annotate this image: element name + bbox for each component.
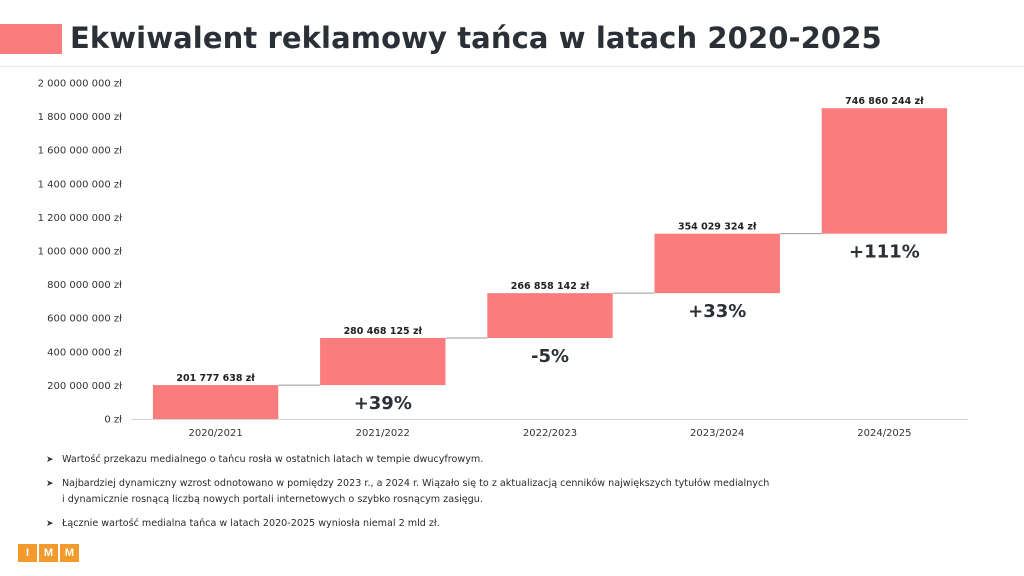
bar-value-label: 354 029 324 zł [678,222,757,233]
y-tick-label: 1 400 000 000 zł [38,179,123,190]
change-percent-label: +111% [849,242,920,263]
note-text: Najbardziej dynamiczny wzrost odnotowano… [62,478,770,489]
y-tick-label: 600 000 000 zł [47,314,122,325]
waterfall-chart: 0 zł 200 000 000 zł 400 000 000 zł 600 000 … [38,79,968,439]
x-tick-label: 2020/2021 [188,428,242,439]
imm-logo: I M M [18,544,79,562]
y-tick-label: 2 000 000 000 zł [38,79,123,90]
waterfall-bar [821,108,948,234]
logo-letter: I [18,544,37,562]
y-tick-label: 400 000 000 zł [47,347,122,358]
y-tick-label: 800 000 000 zł [47,280,122,291]
y-tick-label: 0 zł [104,415,122,426]
y-tick-label: 1 800 000 000 zł [38,112,123,123]
y-tick-label: 1 000 000 000 zł [38,247,123,258]
y-tick-label: 1 200 000 000 zł [38,213,123,224]
page-title: Ekwiwalent reklamowy tańca w latach 2020… [70,21,882,55]
header-divider [0,66,1024,67]
bar-value-label: 266 858 142 zł [511,281,590,292]
bar-value-label: 280 468 125 zł [344,326,423,337]
arrow-bullet-icon: ➤ [46,479,54,489]
change-percent-label: +39% [354,393,412,414]
note-item: ➤ Łącznie wartość medialna tańca w latac… [46,516,906,532]
note-item: ➤ Wartość przekazu medialnego o tańcu ro… [46,452,906,468]
waterfall-bar [487,293,613,338]
waterfall-bar [654,233,780,294]
note-item: ➤ Najbardziej dynamiczny wzrost odnotowa… [46,476,906,492]
change-percent-label: +33% [688,301,746,322]
x-tick-label: 2024/2025 [857,428,911,439]
note-text: i dynamicznie rosnącą liczbą nowych port… [62,494,483,505]
waterfall-bar [152,385,279,419]
bar-value-label: 746 860 244 zł [845,96,924,107]
x-tick-label: 2022/2023 [523,428,577,439]
note-text: Wartość przekazu medialnego o tańcu rosł… [62,454,484,465]
waterfall-bar [320,337,446,386]
x-tick-label: 2021/2022 [356,428,410,439]
logo-letter: M [60,544,79,562]
title-accent-bar [0,24,62,54]
note-text: Łącznie wartość medialna tańca w latach … [62,518,440,529]
change-percent-label: -5% [531,346,569,367]
arrow-bullet-icon: ➤ [46,519,54,529]
notes-list: ➤ Wartość przekazu medialnego o tańcu ro… [46,452,906,540]
arrow-bullet-icon: ➤ [46,455,54,465]
logo-letter: M [39,544,58,562]
y-tick-label: 1 600 000 000 zł [38,146,123,157]
y-tick-label: 200 000 000 zł [47,381,122,392]
bar-value-label: 201 777 638 zł [176,373,255,384]
note-item-continuation: i dynamicznie rosnącą liczbą nowych port… [46,492,906,508]
x-tick-label: 2023/2024 [690,428,744,439]
